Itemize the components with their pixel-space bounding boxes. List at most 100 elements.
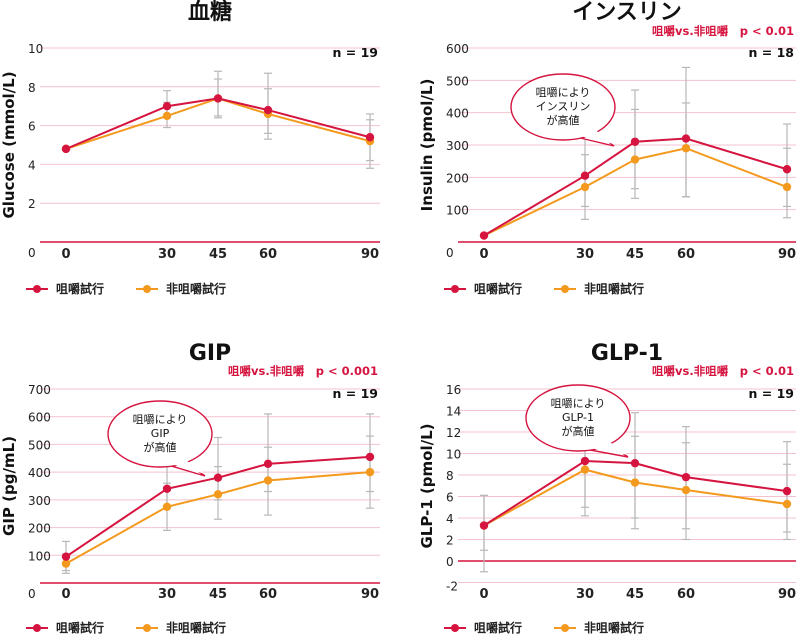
y-tick-label: 600 (28, 411, 51, 425)
data-point (681, 485, 691, 495)
legend-label: 咀嚼試行 (56, 620, 104, 635)
y-tick-label: 10 (28, 42, 43, 56)
data-point (162, 111, 172, 121)
chart-title: GIP (189, 341, 231, 366)
y-tick-label: 8 (28, 81, 36, 95)
y-tick-label: 500 (28, 438, 51, 452)
y-tick-label: 10 (446, 448, 461, 462)
data-point (162, 102, 172, 111)
x-tick-label: 90 (361, 247, 379, 262)
data-point (162, 484, 172, 493)
x-tick-label: 60 (677, 247, 695, 262)
data-point (782, 499, 792, 509)
y-tick-label: 0 (446, 555, 454, 569)
x-tick-label: 0 (479, 587, 488, 602)
callout-text: が高値 (144, 440, 177, 454)
y-tick-label: 0 (28, 587, 36, 601)
x-tick-label: 60 (677, 587, 695, 602)
data-point (213, 473, 223, 482)
x-tick-label: 45 (626, 587, 644, 602)
y-tick-label: 6 (446, 491, 454, 505)
y-tick-label: 400 (28, 466, 51, 480)
y-tick-label: 200 (28, 522, 51, 536)
y-tick-label: 400 (446, 107, 469, 121)
x-tick-label: 45 (209, 587, 227, 602)
chart-title: 血糖 (188, 0, 232, 25)
data-point (580, 182, 590, 192)
chart-title: GLP-1 (591, 341, 663, 366)
legend-label: 非咀嚼試行 (166, 281, 226, 296)
chart-title: インスリン (572, 0, 682, 25)
data-point (630, 478, 640, 487)
legend-label: 非咀嚼試行 (584, 620, 644, 635)
y-tick-label: 4 (446, 512, 454, 526)
data-point (263, 105, 273, 115)
n-label: n = 19 (749, 386, 794, 401)
data-point (263, 476, 273, 485)
legend-label: 咀嚼試行 (474, 281, 522, 296)
y-tick-label: 700 (28, 383, 51, 397)
y-tick-label: 300 (446, 139, 469, 153)
callout-text: が高値 (562, 424, 595, 438)
legend: 咀嚼試行 非咀嚼試行 (444, 620, 644, 635)
y-axis-label: Insulin (pmol/L) (418, 79, 436, 212)
data-point (681, 144, 691, 153)
y-tick-label: 300 (28, 494, 51, 508)
callout-text: 咀嚼により (133, 412, 188, 426)
callout-text: 咀嚼により (536, 85, 591, 99)
data-point (365, 133, 375, 142)
legend-swatch-dot (561, 285, 569, 293)
legend-swatch-dot (33, 624, 41, 632)
legend: 咀嚼試行 非咀嚼試行 (444, 281, 644, 296)
x-tick-label: 0 (61, 587, 70, 602)
y-tick-label: 2 (28, 197, 36, 211)
y-axis-label: Glucose (mmol/L) (0, 71, 18, 218)
y-tick-label: 14 (446, 405, 461, 419)
callout-seam (590, 438, 628, 455)
x-tick-label: 90 (778, 247, 796, 262)
legend-label: 非咀嚼試行 (166, 620, 226, 635)
y-tick-label: 16 (446, 383, 461, 397)
data-point (782, 486, 792, 496)
data-point (162, 502, 172, 511)
callout-text: GIP (151, 427, 170, 440)
legend-swatch-dot (33, 285, 41, 293)
legend: 咀嚼試行 非咀嚼試行 (26, 281, 226, 296)
legend-swatch-dot (451, 285, 459, 293)
callout-text: が高値 (547, 113, 580, 127)
data-point (365, 452, 375, 462)
legend-swatch-dot (451, 624, 459, 632)
legend-label: 咀嚼試行 (474, 620, 522, 635)
x-tick-label: 45 (626, 247, 644, 262)
y-axis-label: GIP (pg/mL) (0, 436, 18, 536)
data-point (681, 134, 691, 143)
data-point (61, 144, 71, 154)
data-point (365, 467, 375, 477)
x-tick-label: 30 (158, 247, 176, 262)
significance-label: 咀嚼vs.非咀嚼 p < 0.01 (652, 364, 794, 378)
callout-text: インスリン (536, 100, 591, 113)
callout-ellipse (525, 384, 631, 452)
data-point (630, 155, 640, 164)
x-tick-label: 0 (479, 247, 488, 262)
data-point (213, 490, 223, 499)
x-tick-label: 90 (778, 587, 796, 602)
chart-panel-0: 0 2 4 6 8 10 0 30 45 60 90 血糖 n = 19 Glucose (mmol/L)… (0, 0, 380, 296)
n-label: n = 18 (749, 45, 794, 60)
x-tick-label: 90 (361, 587, 379, 602)
n-label: n = 19 (333, 386, 378, 401)
data-point (213, 94, 223, 103)
callout-text: GLP-1 (562, 411, 594, 424)
data-point (61, 552, 71, 561)
y-tick-label: -2 (446, 580, 458, 594)
callout-ellipse (107, 400, 213, 468)
y-tick-label: 4 (28, 158, 36, 172)
